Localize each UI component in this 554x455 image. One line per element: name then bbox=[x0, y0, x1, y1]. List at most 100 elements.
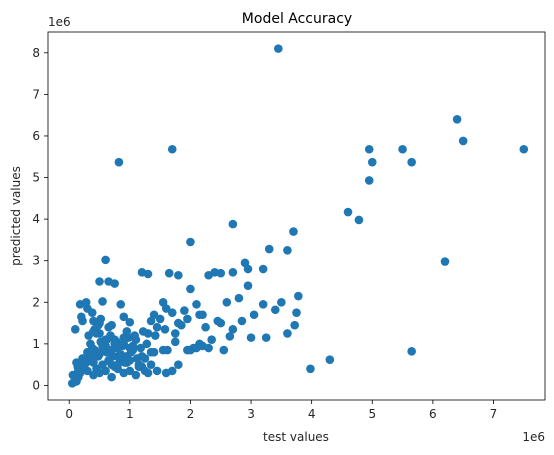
scatter-point bbox=[183, 314, 192, 324]
scatter-point bbox=[125, 366, 135, 376]
scatter-point bbox=[94, 320, 103, 330]
scatter-point bbox=[407, 347, 416, 356]
scatter-point bbox=[249, 310, 259, 320]
scatter-point bbox=[452, 115, 462, 124]
scatter-point bbox=[186, 237, 195, 247]
scatter-point bbox=[98, 297, 107, 306]
scatter-point bbox=[207, 335, 216, 345]
y-tick-label: 0 bbox=[32, 378, 40, 392]
scatter-point bbox=[158, 297, 168, 307]
scatter-point bbox=[216, 268, 226, 278]
scatter-point bbox=[258, 264, 268, 274]
y-tick-label: 5 bbox=[32, 171, 40, 185]
scatter-point bbox=[95, 277, 104, 286]
scatter-point bbox=[261, 333, 271, 342]
scatter-point bbox=[343, 207, 353, 217]
scatter-point bbox=[167, 144, 177, 154]
y-axis-multiplier: 1e6 bbox=[48, 15, 71, 29]
scatter-point bbox=[170, 337, 180, 347]
y-tick-label: 8 bbox=[32, 46, 40, 60]
scatter-point bbox=[113, 360, 122, 369]
scatter-point bbox=[137, 352, 147, 361]
y-tick-label: 3 bbox=[32, 254, 40, 268]
scatter-point bbox=[72, 358, 81, 367]
scatter-point bbox=[160, 325, 170, 334]
data-points bbox=[67, 44, 529, 388]
scatter-point bbox=[228, 219, 238, 229]
y-axis-label: predicted values bbox=[9, 166, 23, 266]
x-tick-label: 3 bbox=[247, 407, 255, 421]
scatter-point bbox=[110, 279, 119, 288]
x-axis-multiplier: 1e6 bbox=[522, 430, 545, 444]
scatter-point bbox=[167, 308, 177, 317]
scatter-point bbox=[367, 157, 377, 167]
scatter-point bbox=[74, 366, 83, 376]
scatter-point bbox=[283, 246, 292, 255]
scatter-point bbox=[325, 355, 335, 364]
scatter-point bbox=[195, 339, 204, 349]
chart-title: Model Accuracy bbox=[242, 11, 352, 27]
scatter-point bbox=[152, 322, 162, 332]
scatter-point bbox=[183, 345, 192, 355]
scatter-point bbox=[131, 370, 141, 380]
scatter-point bbox=[107, 360, 116, 369]
x-tick-label: 4 bbox=[308, 407, 316, 421]
scatter-point bbox=[86, 354, 95, 363]
scatter-point bbox=[277, 297, 286, 307]
scatter-point bbox=[234, 293, 244, 303]
scatter-point bbox=[87, 308, 97, 317]
scatter-point bbox=[177, 320, 186, 330]
scatter-point bbox=[354, 215, 364, 225]
x-tick-label: 1 bbox=[126, 407, 134, 421]
scatter-point bbox=[114, 157, 124, 167]
scatter-point bbox=[122, 333, 132, 342]
scatter-point bbox=[136, 343, 146, 353]
scatter-point bbox=[407, 157, 416, 167]
scatter-point bbox=[290, 320, 299, 330]
scatter-point bbox=[107, 372, 116, 382]
scatter-point bbox=[158, 345, 168, 355]
scatter-point bbox=[170, 329, 180, 338]
scatter-point bbox=[125, 317, 135, 327]
scatter-point bbox=[283, 329, 292, 338]
x-axis-label: test values bbox=[263, 430, 329, 444]
plot-frame bbox=[47, 31, 546, 401]
x-axis-ticks: 0 1 2 3 4 5 6 7 bbox=[65, 400, 497, 421]
scatter-point bbox=[364, 176, 374, 185]
scatter-point bbox=[398, 144, 407, 154]
scatter-point bbox=[219, 345, 229, 355]
scatter-point bbox=[146, 360, 156, 369]
scatter-point bbox=[81, 297, 91, 307]
scatter-point bbox=[125, 356, 135, 365]
scatter-point bbox=[174, 270, 183, 280]
scatter-point bbox=[186, 284, 195, 294]
y-tick-label: 1 bbox=[32, 337, 40, 351]
scatter-point bbox=[116, 300, 126, 309]
scatter-point bbox=[440, 257, 450, 266]
scatter-point bbox=[264, 244, 274, 254]
scatter-point bbox=[246, 333, 256, 342]
scatter-point bbox=[195, 310, 204, 320]
scatter-point bbox=[258, 300, 268, 309]
x-tick-label: 2 bbox=[187, 407, 195, 421]
y-tick-label: 7 bbox=[32, 87, 40, 101]
scatter-point bbox=[180, 306, 189, 315]
scatter-point bbox=[225, 332, 235, 341]
scatter-point bbox=[143, 269, 153, 279]
scatter-point bbox=[77, 312, 86, 322]
scatter-point bbox=[80, 360, 89, 369]
scatter-point bbox=[101, 366, 110, 376]
scatter-point bbox=[519, 144, 529, 154]
scatter-point bbox=[142, 339, 152, 349]
scatter-point bbox=[89, 327, 98, 336]
scatter-point bbox=[192, 300, 201, 309]
scatter-point bbox=[164, 268, 174, 278]
scatter-point bbox=[101, 255, 110, 265]
scatter-point bbox=[294, 291, 303, 301]
scatter-point bbox=[237, 316, 247, 326]
scatter-point bbox=[228, 268, 238, 277]
scatter-point bbox=[364, 144, 374, 154]
x-tick-label: 0 bbox=[65, 407, 73, 421]
scatter-point bbox=[102, 335, 112, 345]
